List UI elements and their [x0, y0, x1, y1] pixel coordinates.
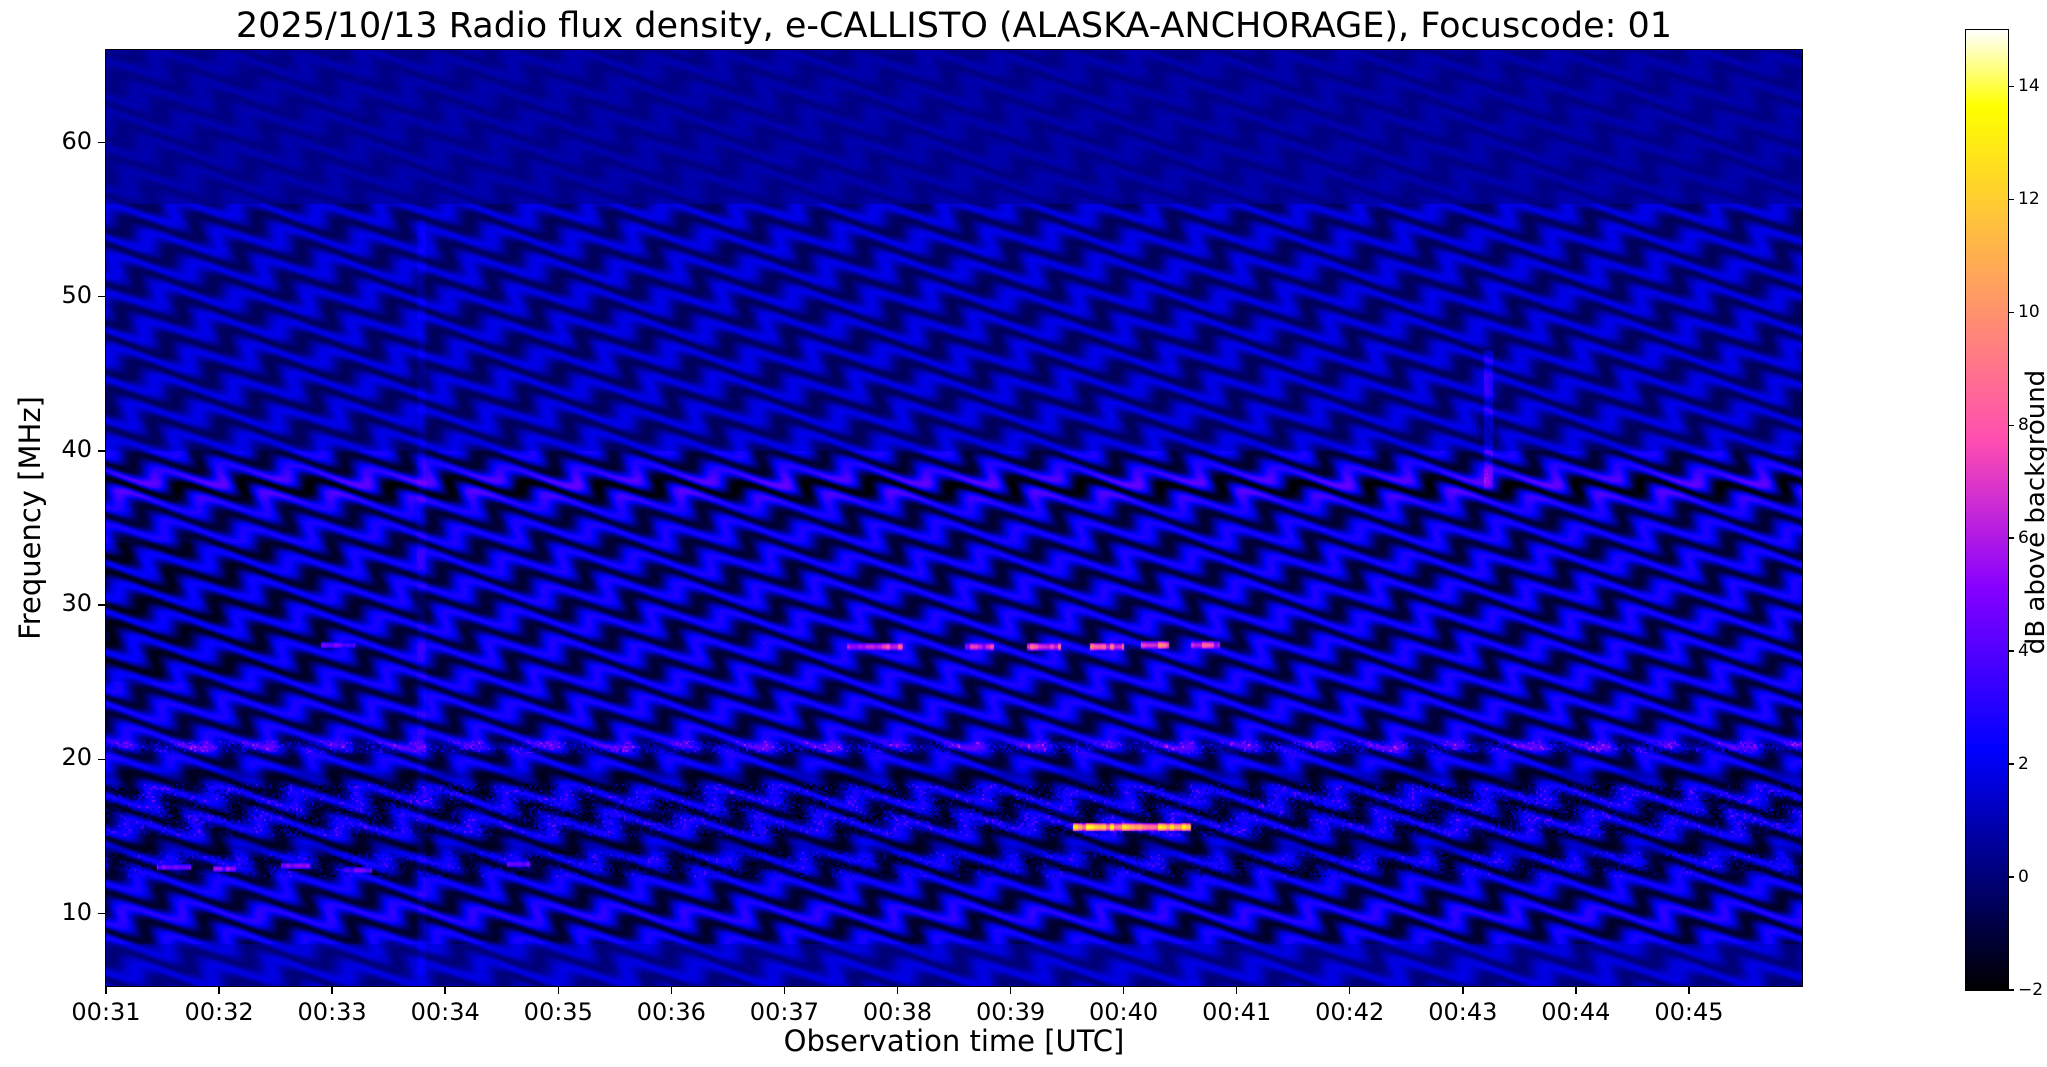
colorbar-tick-mark — [2008, 85, 2014, 88]
x-tick-label: 00:32 — [184, 998, 254, 1026]
x-axis-label: Observation time [UTC] — [783, 1024, 1125, 1058]
y-tick-label: 30 — [61, 589, 92, 618]
colorbar-tick-label: 8 — [2018, 415, 2029, 436]
y-tick-label: 20 — [61, 743, 92, 772]
chart-title: 2025/10/13 Radio flux density, e-CALLIST… — [235, 6, 1673, 46]
x-tick-label: 00:39 — [975, 998, 1046, 1026]
spectrogram-heatmap — [105, 49, 1803, 987]
y-tick-label: 50 — [61, 280, 92, 309]
x-tick-mark — [783, 986, 786, 994]
x-tick-label: 00:41 — [1202, 998, 1272, 1026]
x-tick-label: 00:44 — [1541, 998, 1611, 1026]
x-tick-mark — [331, 986, 333, 994]
x-tick-mark — [444, 986, 446, 994]
colorbar-tick-label: 4 — [2018, 641, 2029, 662]
colorbar-tick-mark — [2008, 311, 2014, 314]
colorbar-tick-label: 6 — [2018, 528, 2029, 549]
x-tick-mark — [670, 986, 673, 994]
colorbar-tick-label: −2 — [2018, 980, 2044, 1000]
y-tick-mark — [98, 295, 106, 298]
colorbar-gradient — [1965, 29, 2009, 991]
colorbar-tick-label: 12 — [2018, 189, 2040, 210]
x-tick-mark — [1575, 986, 1577, 994]
x-tick-label: 00:38 — [862, 998, 933, 1026]
x-tick-label: 00:34 — [410, 998, 480, 1026]
colorbar-tick-mark — [2008, 537, 2014, 539]
x-tick-label: 00:40 — [1089, 998, 1159, 1026]
x-tick-label: 00:42 — [1315, 998, 1385, 1026]
x-tick-mark — [896, 986, 899, 994]
x-tick-label: 00:33 — [297, 998, 367, 1026]
x-tick-mark — [1462, 986, 1464, 994]
y-tick-label: 60 — [61, 126, 92, 155]
colorbar-tick-label: 0 — [2018, 867, 2029, 888]
colorbar-tick-label: 14 — [2018, 76, 2040, 97]
y-tick-mark — [98, 450, 106, 452]
colorbar-tick-mark — [2008, 989, 2014, 991]
y-tick-mark — [98, 604, 106, 606]
x-tick-mark — [1009, 986, 1012, 994]
x-tick-mark — [1688, 986, 1690, 994]
x-tick-label: 00:45 — [1654, 998, 1724, 1026]
colorbar-tick-label: 10 — [2018, 302, 2040, 323]
x-tick-mark — [1122, 986, 1125, 994]
x-tick-label: 00:36 — [636, 998, 706, 1026]
x-tick-mark — [557, 986, 560, 994]
colorbar-tick-mark — [2008, 876, 2014, 878]
x-tick-label: 00:37 — [749, 998, 819, 1026]
x-tick-label: 00:31 — [71, 998, 141, 1026]
colorbar-tick-mark — [2008, 763, 2014, 765]
colorbar-tick-mark — [2008, 424, 2014, 427]
y-tick-label: 10 — [61, 897, 92, 926]
colorbar-tick-mark — [2008, 650, 2014, 652]
colorbar-tick-label: 2 — [2018, 754, 2029, 775]
x-tick-mark — [105, 986, 107, 994]
x-tick-mark — [1348, 986, 1351, 994]
y-tick-mark — [98, 912, 106, 915]
y-tick-label: 40 — [61, 434, 92, 463]
colorbar-tick-mark — [2008, 198, 2014, 201]
x-tick-mark — [1235, 986, 1238, 994]
y-tick-mark — [98, 141, 106, 144]
x-tick-mark — [218, 986, 220, 994]
y-tick-mark — [98, 758, 106, 761]
colorbar-label: dB above background — [2021, 369, 2047, 655]
x-tick-label: 00:35 — [523, 998, 593, 1026]
x-tick-label: 00:43 — [1428, 998, 1498, 1026]
